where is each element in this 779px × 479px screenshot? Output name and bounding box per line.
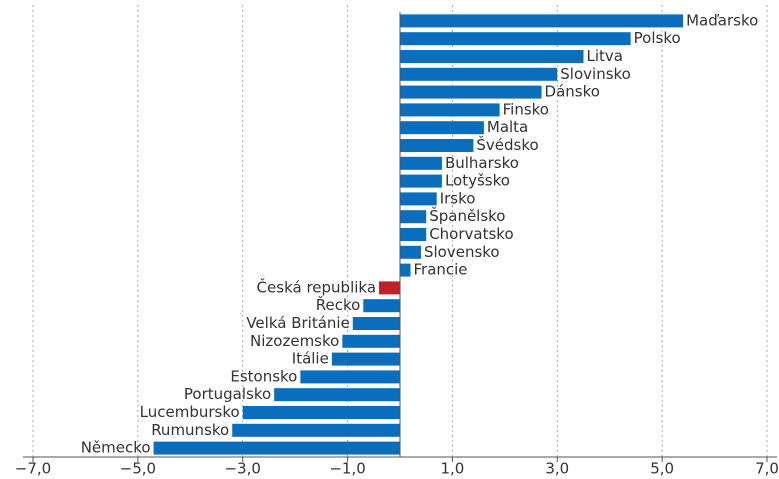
bar-label: Estonsko: [230, 367, 297, 385]
bar-label: Polsko: [634, 29, 681, 47]
bar: [400, 67, 558, 81]
bar-label: Litva: [587, 47, 623, 65]
bar-label: Řecko: [316, 295, 361, 314]
bar: [400, 139, 474, 152]
bar-label: Francie: [413, 261, 467, 279]
bar: [363, 299, 400, 313]
bar-label: Slovinsko: [560, 65, 631, 83]
bar: [400, 263, 411, 277]
bar-label: Švédsko: [476, 135, 538, 154]
bar: [352, 317, 400, 330]
bar-label: Nizozemsko: [250, 332, 339, 350]
x-tick-label: −5,0: [120, 460, 156, 478]
bar: [400, 156, 442, 170]
bar-label: Irsko: [440, 189, 476, 207]
bar: [400, 14, 684, 28]
bar-label: Německo: [81, 439, 151, 457]
bar: [153, 441, 400, 455]
bar: [379, 281, 400, 295]
x-tick-label: −3,0: [224, 460, 260, 478]
bar: [242, 406, 400, 419]
x-tick-label: 1,0: [440, 460, 464, 478]
bar-label: Malta: [487, 118, 528, 136]
x-tick-label: 5,0: [650, 460, 674, 478]
bar: [342, 334, 400, 348]
bar-label: Portugalsko: [184, 385, 271, 403]
bar: [400, 32, 631, 46]
bar: [400, 85, 542, 99]
bar-label: Rumunsko: [151, 421, 229, 439]
bar: [274, 388, 400, 402]
bar: [232, 423, 400, 437]
bar-label: Maďarsko: [686, 11, 758, 29]
bar-label: Španělsko: [429, 206, 505, 225]
bar: [331, 352, 400, 366]
bar: [300, 370, 400, 384]
bar: [400, 174, 442, 188]
bar-label: Lotyšsko: [445, 172, 510, 190]
bar: [400, 245, 421, 259]
bar: [400, 192, 437, 206]
x-tick-label: −7,0: [15, 460, 51, 478]
bar: [400, 50, 584, 63]
bar-label: Slovensko: [424, 243, 500, 261]
bar: [400, 103, 500, 117]
bar: [400, 210, 427, 224]
bar: [400, 228, 427, 241]
bar-label: Česká republika: [257, 277, 376, 296]
x-tick-label: 7,0: [755, 460, 779, 478]
bar-label: Dánsko: [545, 83, 600, 101]
bar-label: Finsko: [503, 100, 549, 118]
bar-label: Itálie: [292, 350, 329, 368]
bar-label: Lucembursko: [140, 403, 240, 421]
bar-label: Bulharsko: [445, 154, 519, 172]
bar-label: Velká Británie: [246, 314, 349, 332]
bar: [400, 121, 484, 135]
x-tick-label: −1,0: [329, 460, 365, 478]
x-tick-label: 3,0: [545, 460, 569, 478]
bar-label: Chorvatsko: [429, 225, 513, 243]
